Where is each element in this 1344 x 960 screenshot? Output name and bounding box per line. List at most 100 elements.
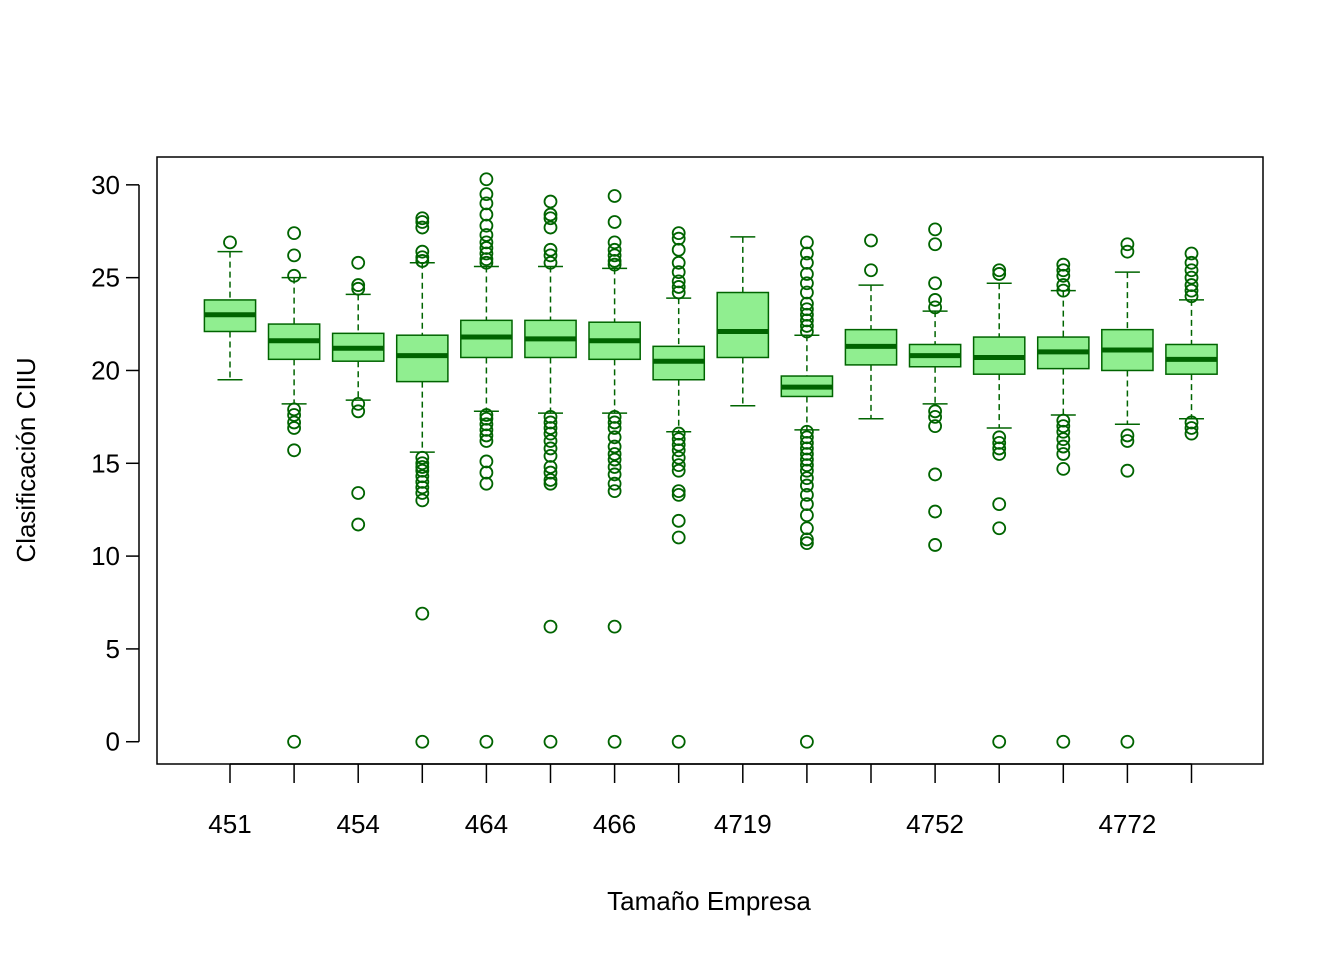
iqr-box: [716, 291, 770, 359]
outlier-point: [287, 268, 302, 283]
outlier-point: [1056, 283, 1071, 298]
outlier-point: [1120, 734, 1135, 749]
outlier-point: [1184, 426, 1199, 441]
outlier-point: [992, 521, 1007, 536]
outlier-point: [1056, 268, 1071, 283]
outlier-point: [671, 513, 686, 528]
outlier-point: [223, 235, 237, 250]
y-tick-label: 10: [91, 541, 120, 571]
outlier-point: [607, 248, 622, 263]
box-group: [524, 194, 577, 749]
outlier-point: [543, 211, 558, 226]
outlier-point: [607, 619, 622, 634]
outlier-point: [1184, 255, 1199, 270]
outlier-point: [479, 252, 494, 266]
x-tick-label: 4719: [714, 809, 772, 839]
outlier-point: [607, 452, 622, 467]
outlier-point: [1056, 424, 1071, 439]
x-tick-label: 4752: [906, 809, 964, 839]
outlier-point: [1120, 434, 1135, 448]
outlier-point: [607, 415, 622, 430]
outlier-point: [1056, 278, 1071, 292]
outlier-point: [287, 421, 302, 435]
y-tick-label: 20: [91, 355, 120, 385]
outlier-point: [479, 428, 494, 443]
outlier-point: [607, 439, 622, 454]
outlier-point: [415, 460, 430, 474]
outlier-point: [607, 460, 622, 474]
outlier-point: [479, 255, 494, 270]
outlier-point: [1056, 447, 1071, 461]
outlier-point: [671, 265, 686, 279]
outlier-point: [1184, 270, 1199, 285]
outlier-point: [543, 476, 558, 491]
outlier-point: [1184, 289, 1199, 304]
box-group: [1101, 237, 1154, 749]
outlier-point: [800, 319, 814, 333]
outlier-point: [607, 467, 622, 482]
outlier-point: [800, 478, 814, 493]
outlier-point: [543, 421, 558, 435]
outlier-point: [928, 409, 942, 424]
box-group: [844, 233, 898, 420]
box-group: [716, 236, 770, 407]
outlier-point: [415, 456, 430, 471]
outlier-point: [992, 497, 1007, 512]
outlier-point: [351, 281, 366, 296]
outlier-point: [479, 246, 494, 261]
outlier-point: [287, 402, 302, 417]
outlier-point: [671, 463, 686, 478]
box-group: [267, 226, 321, 749]
outlier-point: [1056, 432, 1071, 447]
y-tick-label: 15: [91, 448, 120, 478]
outlier-point: [415, 211, 430, 226]
outlier-point: [928, 538, 942, 552]
outlier-point: [671, 450, 686, 465]
y-tick-label: 25: [91, 263, 120, 293]
box-group: [203, 235, 257, 381]
outlier-point: [800, 734, 814, 749]
outlier-point: [287, 415, 302, 430]
outlier-point: [287, 248, 302, 263]
outlier-point: [479, 476, 494, 491]
y-tick-label: 0: [106, 727, 120, 757]
outlier-point: [607, 734, 622, 749]
outlier-point: [1184, 421, 1199, 435]
outlier-point: [607, 447, 622, 461]
outlier-point: [1056, 263, 1071, 278]
outlier-point: [479, 187, 494, 202]
outlier-point: [607, 189, 622, 203]
outlier-point: [928, 222, 942, 237]
boxplot-marks: [203, 172, 1218, 749]
outlier-point: [351, 278, 366, 292]
outlier-point: [415, 244, 430, 259]
outlier-point: [351, 396, 366, 411]
outlier-point: [671, 285, 686, 300]
outlier-point: [351, 404, 366, 419]
outlier-point: [543, 441, 558, 456]
outlier-point: [543, 248, 558, 263]
box-group: [1036, 257, 1090, 749]
outlier-point: [671, 734, 686, 749]
outlier-point: [543, 460, 558, 474]
x-tick-label: 466: [593, 809, 636, 839]
outlier-point: [800, 532, 814, 547]
outlier-point: [607, 235, 622, 250]
outlier-point: [415, 254, 430, 268]
outlier-point: [415, 606, 430, 621]
outlier-point: [415, 493, 430, 508]
outlier-point: [671, 530, 686, 545]
outlier-point: [1056, 419, 1071, 434]
outlier-point: [864, 233, 878, 248]
outlier-point: [928, 276, 942, 291]
outlier-point: [928, 404, 942, 419]
outlier-point: [800, 487, 814, 502]
outlier-point: [543, 220, 558, 235]
outlier-point: [543, 426, 558, 441]
outlier-point: [800, 463, 814, 478]
outlier-point: [800, 267, 814, 281]
outlier-point: [928, 300, 942, 315]
outlier-point: [671, 255, 686, 270]
y-axis-label: Clasificación CIIU: [11, 357, 41, 562]
